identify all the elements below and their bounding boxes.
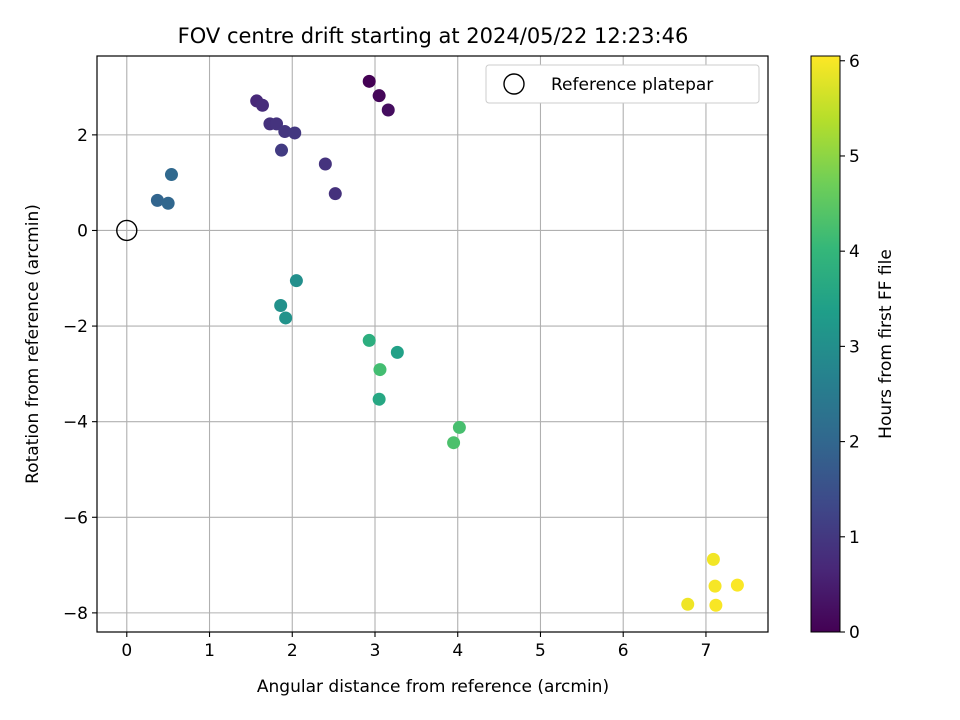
data-point [274, 299, 288, 313]
x-axis-ticks: 0 1 2 3 4 5 6 7 [121, 632, 711, 661]
colorbar-tick-label: 3 [849, 337, 860, 357]
data-point [708, 579, 722, 593]
x-tick-label: 7 [701, 641, 712, 661]
reference-layer [116, 219, 138, 242]
data-point [150, 193, 164, 207]
y-tick-label: −2 [63, 317, 88, 337]
legend-label-reference: Reference platepar [551, 75, 713, 95]
x-tick-label: 2 [287, 641, 298, 661]
data-point [362, 74, 376, 88]
data-point [381, 103, 395, 117]
data-point [373, 363, 387, 377]
colorbar-tick-label: 5 [849, 147, 860, 167]
plot-area: 0 1 2 3 4 5 6 7 2 0 −2 −4 −6 −8 [63, 55, 769, 661]
chart-title: FOV centre drift starting at 2024/05/22 … [178, 24, 689, 48]
plot-frame [96, 55, 769, 633]
data-point [288, 126, 302, 140]
legend-marker-reference [503, 73, 525, 95]
y-tick-label: −8 [63, 604, 88, 624]
y-axis-label: Rotation from reference (arcmin) [23, 204, 43, 484]
legend-box [485, 64, 760, 104]
data-point [164, 168, 178, 182]
data-point [730, 578, 744, 592]
data-point [362, 333, 376, 347]
data-point [709, 598, 723, 612]
y-tick-label: 0 [77, 221, 88, 241]
colorbar: 0 1 2 3 4 5 6 Hours from first FF file [810, 52, 896, 643]
colorbar-tick-label: 6 [849, 52, 860, 72]
x-tick-label: 3 [370, 641, 381, 661]
x-tick-label: 1 [204, 641, 215, 661]
colorbar-tick-label: 4 [849, 242, 860, 262]
data-point [706, 552, 720, 566]
data-point [318, 157, 332, 171]
grid [97, 56, 768, 632]
colorbar-label: Hours from first FF file [876, 249, 896, 439]
x-axis-label: Angular distance from reference (arcmin) [257, 677, 609, 697]
data-point [681, 597, 695, 611]
y-tick-label: −4 [63, 413, 88, 433]
data-point [289, 274, 303, 288]
x-tick-label: 5 [535, 641, 546, 661]
data-point [255, 98, 269, 112]
colorbar-ticks: 0 1 2 3 4 5 6 [840, 52, 860, 643]
data-point [447, 436, 461, 450]
x-tick-label: 4 [452, 641, 463, 661]
colorbar-tick-label: 2 [849, 433, 860, 453]
y-axis-ticks: 2 0 −2 −4 −6 −8 [63, 126, 97, 624]
x-tick-label: 6 [618, 641, 629, 661]
y-tick-label: 2 [77, 126, 88, 146]
colorbar-gradient [810, 55, 841, 633]
data-point [328, 187, 342, 201]
data-points [150, 74, 744, 612]
legend: Reference platepar [485, 64, 760, 104]
colorbar-tick-label: 1 [849, 528, 860, 548]
data-point [372, 392, 386, 406]
data-point [278, 125, 292, 139]
data-point [390, 345, 404, 359]
reference-point-marker [116, 219, 138, 242]
data-point [372, 89, 386, 103]
colorbar-tick-label: 0 [849, 623, 860, 643]
data-point [161, 196, 175, 210]
data-point [270, 117, 284, 131]
data-point [275, 143, 289, 157]
data-point [279, 311, 293, 325]
x-tick-label: 0 [121, 641, 132, 661]
y-tick-label: −6 [63, 508, 88, 528]
data-point [452, 420, 466, 434]
